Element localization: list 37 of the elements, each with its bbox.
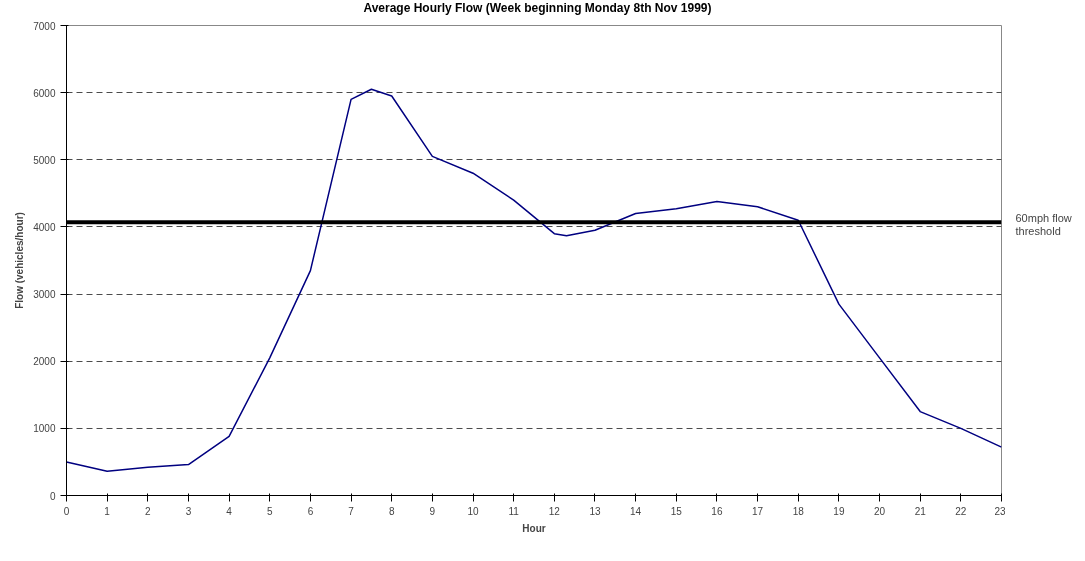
x-tick-label: 14 bbox=[630, 505, 642, 517]
x-tick-label: 8 bbox=[388, 505, 395, 517]
line-series bbox=[66, 88, 1002, 473]
y-tick-label: 2000 bbox=[33, 356, 56, 368]
x-tick-label: 23 bbox=[994, 505, 1006, 517]
x-tick-label: 21 bbox=[914, 505, 927, 517]
x-tick-label: 2 bbox=[145, 505, 152, 517]
x-axis-title: Hour bbox=[522, 522, 546, 534]
x-tick-label: 7 bbox=[348, 505, 355, 517]
y-tick-label: 7000 bbox=[33, 20, 56, 32]
x-tick-label: 12 bbox=[548, 505, 561, 517]
y-tick-label: 5000 bbox=[33, 154, 56, 166]
x-tick-label: 13 bbox=[589, 505, 601, 517]
x-tick-label: 22 bbox=[955, 505, 967, 517]
x-tick-label: 18 bbox=[792, 505, 805, 517]
y-tick-label: 0 bbox=[49, 490, 56, 502]
y-tick-label: 3000 bbox=[33, 289, 56, 301]
y-axis-title: Flow (vehicles/hour) bbox=[14, 212, 26, 309]
x-tick-label: 11 bbox=[508, 505, 520, 517]
x-tick-label: 19 bbox=[833, 505, 845, 517]
x-tick-label: 9 bbox=[429, 505, 436, 517]
x-tick-label: 4 bbox=[226, 505, 233, 517]
x-tick-label: 3 bbox=[185, 505, 192, 517]
x-tick-label: 10 bbox=[467, 505, 480, 517]
x-tick-label: 6 bbox=[307, 505, 314, 517]
y-tick-label: 4000 bbox=[33, 222, 56, 234]
x-tick-label: 0 bbox=[63, 505, 70, 517]
x-tick-label: 15 bbox=[670, 505, 683, 517]
ref-line-label: 60mph flow threshold bbox=[1015, 212, 1072, 238]
x-tick-label: 16 bbox=[711, 505, 723, 517]
y-tick-label: 6000 bbox=[33, 87, 56, 99]
x-tick-label: 17 bbox=[752, 505, 764, 517]
chart-title: Average Hourly Flow (Week beginning Monday 8th Nov 1999) bbox=[363, 0, 712, 17]
x-tick-label: 1 bbox=[104, 505, 111, 517]
x-tick-label: 20 bbox=[873, 505, 886, 517]
y-tick-label: 1000 bbox=[33, 423, 56, 435]
x-tick-label: 5 bbox=[266, 505, 273, 517]
